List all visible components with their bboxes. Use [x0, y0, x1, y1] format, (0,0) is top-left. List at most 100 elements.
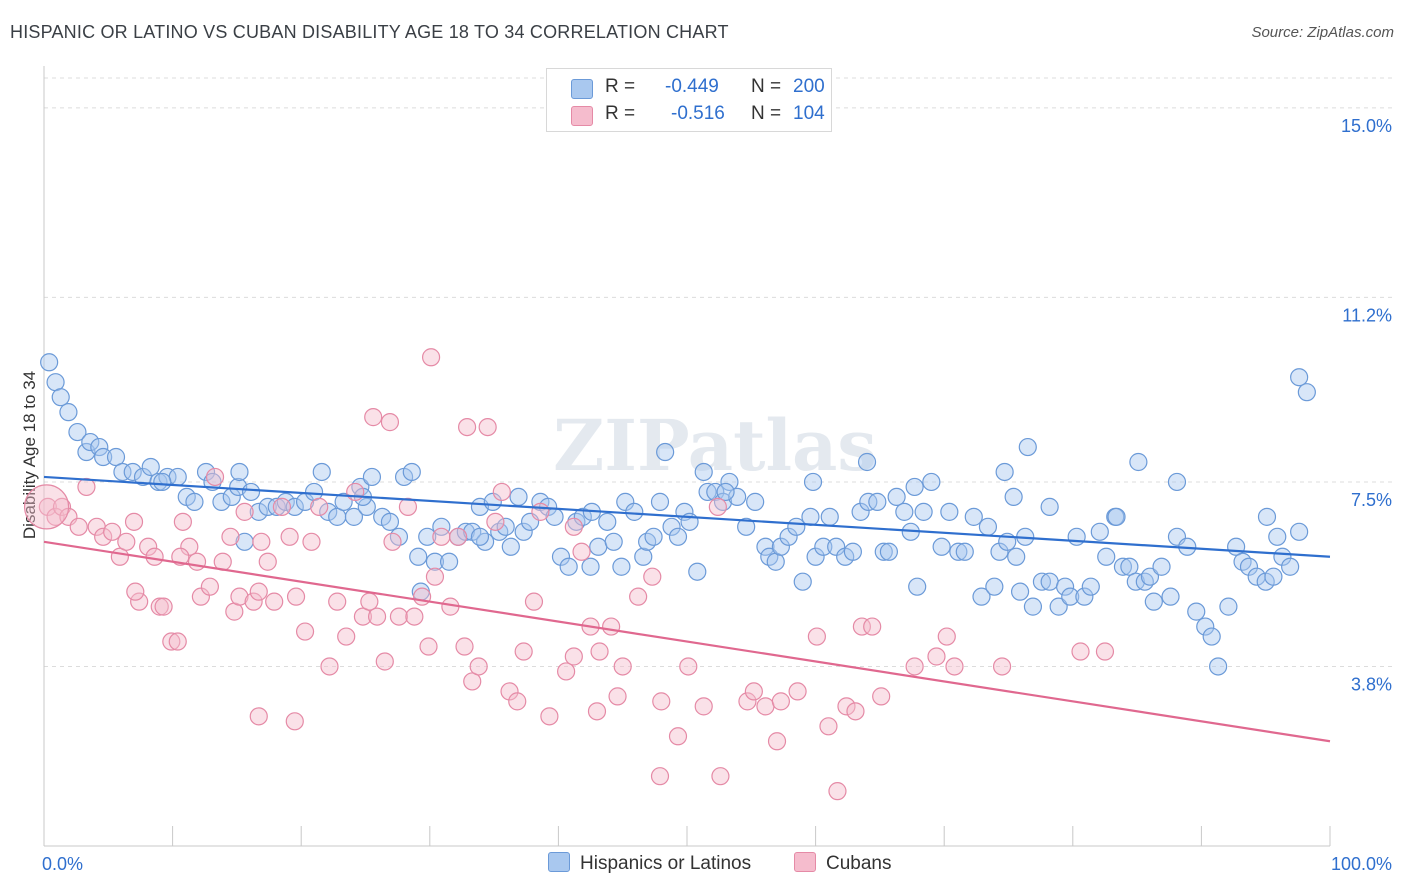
hispanic-point [68, 422, 87, 442]
hispanic-point [908, 577, 927, 596]
hispanic-point [409, 547, 428, 566]
cuban-point [38, 497, 57, 516]
cuban-point [272, 497, 292, 516]
cuban-point [788, 682, 807, 701]
hispanic-point [1049, 597, 1068, 616]
cuban-point [564, 647, 583, 666]
cuban-point [602, 617, 621, 636]
hispanic-point [1010, 582, 1030, 601]
cuban-point [265, 592, 284, 611]
hispanic-point [806, 547, 825, 566]
watermark: ZIPatlas [553, 404, 877, 487]
cuban-point [221, 527, 240, 546]
hispanic-point [990, 542, 1009, 561]
hispanic-point [668, 527, 688, 546]
cuban-point [353, 607, 373, 626]
cuban-point [469, 657, 488, 676]
hispanic-point [650, 492, 670, 511]
hispanic-point [1018, 437, 1037, 457]
cuban-point [205, 467, 225, 487]
cuban-point [514, 642, 533, 661]
cuban-point [285, 712, 304, 731]
trend-lines [43, 475, 1331, 743]
hispanic-point [728, 487, 747, 507]
hispanic-point [1202, 627, 1221, 646]
hispanic-point [1187, 602, 1206, 621]
hispanic-point [106, 447, 126, 467]
hispanic-point [694, 462, 713, 482]
hispanic-point [1281, 557, 1300, 576]
hispanic-point [801, 507, 820, 526]
cuban-point [230, 587, 249, 606]
cuban-point [154, 597, 173, 616]
hispanic-point [1196, 617, 1215, 636]
cuban-point [711, 767, 730, 786]
cuban-point [405, 607, 424, 626]
hispanic-point [1097, 547, 1116, 566]
legend-r-value: -0.449 [665, 76, 719, 97]
cuban-point [249, 582, 268, 601]
cuban-point [252, 532, 271, 551]
cuban-point [863, 617, 882, 636]
cuban-point [117, 532, 136, 551]
cuban-point [171, 547, 190, 566]
hispanic-point [59, 403, 78, 422]
hispanic-point [857, 452, 877, 472]
hispanic-point [1120, 557, 1139, 576]
cuban-point [398, 497, 418, 516]
hispanic-point [1032, 572, 1052, 591]
legend-n-label: N = [751, 76, 782, 97]
cuban-point [328, 592, 347, 611]
hispanic-point [1040, 497, 1059, 516]
tick-labels: 3.8% 7.5% 11.2% 15.0% 0.0% 100.0% [42, 116, 1392, 874]
cuban-point [77, 477, 96, 497]
hispanic-point [168, 467, 187, 487]
cuban-point [200, 577, 219, 596]
cuban-point [455, 637, 474, 656]
hispanic-point [720, 472, 739, 492]
hispanic-point [509, 487, 528, 507]
hispanic-point [972, 587, 991, 606]
hispanic-point [698, 482, 717, 502]
hispanic-point [1290, 368, 1309, 387]
hispanic-point [887, 487, 906, 507]
hispanic-point [90, 437, 109, 457]
hispanic-point [496, 517, 515, 536]
hispanic-point [932, 537, 951, 556]
hispanic-point [905, 477, 924, 497]
legend-r-value: -0.516 [671, 103, 725, 124]
cuban-point [448, 527, 468, 546]
y-tick-label: 11.2% [1342, 305, 1392, 325]
hispanic-point [113, 462, 132, 482]
cuban-point [828, 782, 847, 801]
cuban-point [557, 662, 576, 681]
cuban-point [173, 512, 192, 531]
cuban-point [180, 537, 199, 556]
hispanic-point [1107, 507, 1126, 526]
y-tick-label: 15.0% [1341, 116, 1392, 136]
cuban-point [643, 567, 662, 586]
cuban-point [360, 592, 379, 611]
hispanic-point [803, 472, 823, 492]
y-tick-label: 7.5% [1351, 490, 1392, 510]
hispanic-point [746, 492, 765, 511]
watermark-text: ZIPatlas [553, 404, 877, 487]
legend-r-label: R = [605, 76, 636, 97]
hispanic-point [616, 492, 635, 511]
hispanic-point [153, 472, 172, 492]
hispanic-point [589, 537, 608, 556]
cuban-point [412, 587, 432, 606]
hispanic-point [1257, 507, 1277, 526]
cuban-point [320, 657, 339, 676]
hispanic-point [573, 507, 592, 526]
hispanic-point [820, 507, 839, 526]
hispanic-point [787, 517, 806, 536]
cuban-point [927, 647, 946, 666]
hispanic-point [1219, 597, 1238, 616]
bottom-legend-hispanics: Hispanics or Latinos [548, 852, 751, 875]
legend-n-label: N = [751, 103, 782, 124]
hispanic-point [843, 542, 862, 561]
axes [43, 66, 1331, 847]
hispanic-point [644, 527, 663, 546]
hispanic-point [1144, 592, 1163, 611]
